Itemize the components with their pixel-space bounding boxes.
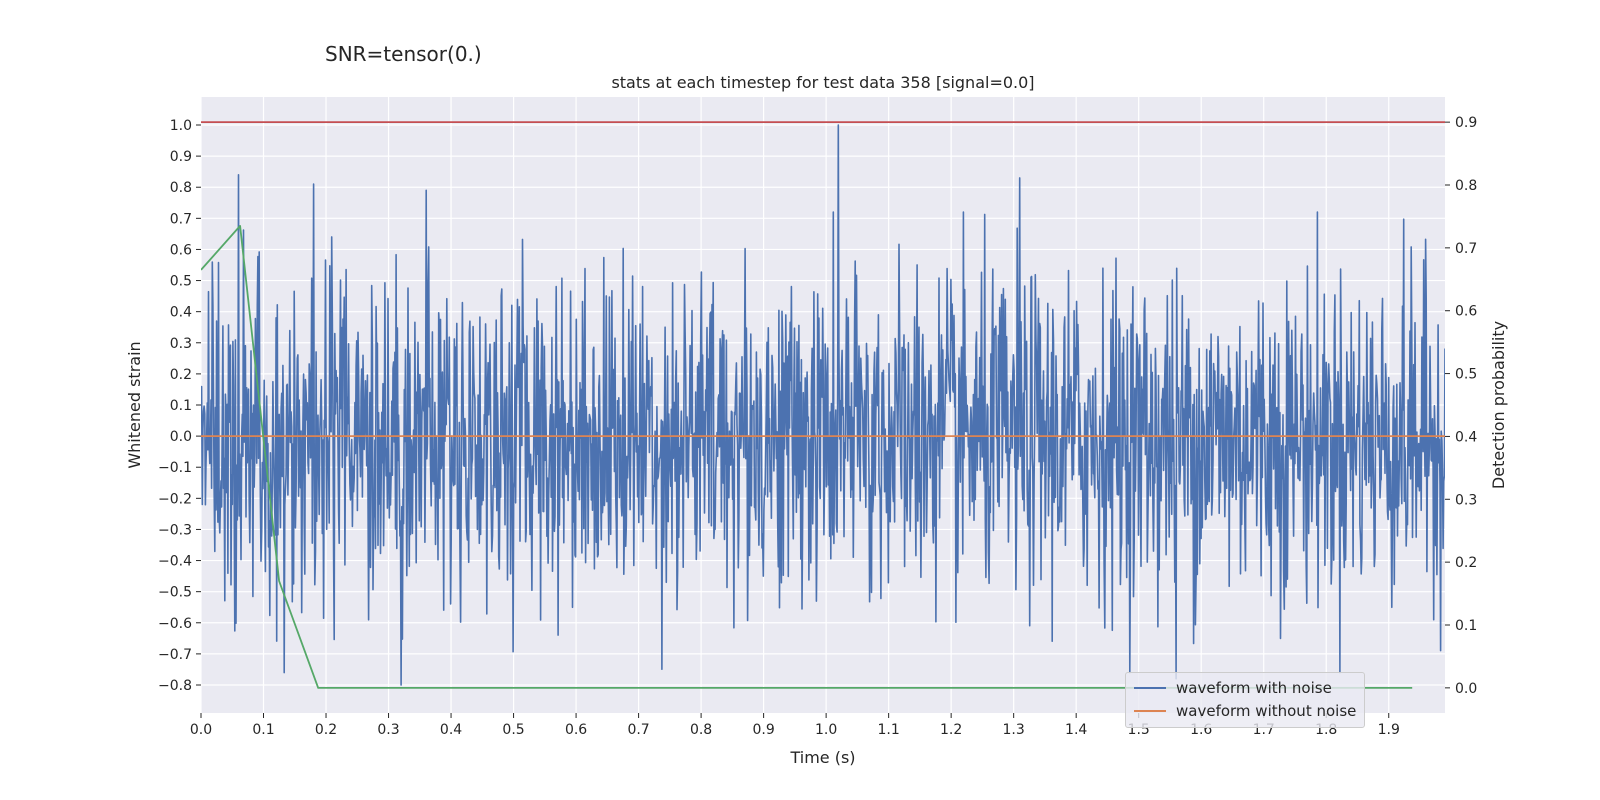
x-tick-label: 1.2 (940, 722, 962, 738)
y2-tick-label: 0.4 (1455, 429, 1477, 445)
y2-tick-label: 0.1 (1455, 618, 1477, 634)
x-tick-label: 0.9 (752, 722, 774, 738)
x-tick-label: 0.7 (627, 722, 649, 738)
series-layer (201, 121, 1445, 689)
y2-tick-label: 0.2 (1455, 555, 1477, 571)
y-tick-label: −0.4 (158, 554, 192, 570)
x-tick-label: 0.2 (315, 722, 337, 738)
x-tick-label: 1.0 (815, 722, 837, 738)
x-tick-label: 0.8 (690, 722, 712, 738)
series-waveform-with-noise (201, 124, 1445, 686)
y-tick-label: 0.6 (170, 242, 192, 258)
y-tick-label: 0.0 (170, 429, 192, 445)
y-tick-label: −0.2 (158, 491, 192, 507)
x-tick-label: 0.0 (190, 722, 212, 738)
y2-tick-label: 0.8 (1455, 178, 1477, 194)
ticks: 0.0 0.1 0.2 0.3 0.4 0.5 0.6 0.7 0.8 0.9 1.0 1.1 1.2 1… (158, 115, 1477, 738)
series-group (201, 121, 1445, 689)
y-tick-label: 0.7 (170, 211, 192, 227)
x-tick-label: 0.6 (565, 722, 587, 738)
y-tick-label: 0.3 (170, 336, 192, 352)
y-tick-label: 0.2 (170, 367, 192, 383)
y-tick-label: −0.5 (158, 585, 192, 601)
x-axis-label: Time (s) (789, 748, 855, 767)
legend-entry-clean: waveform without noise (1134, 700, 1356, 722)
x-tick-label: 0.5 (502, 722, 524, 738)
y-tick-label: 0.5 (170, 274, 192, 290)
y-tick-label: −0.8 (158, 678, 192, 694)
y-tick-label: 0.4 (170, 305, 192, 321)
y2-axis-label: Detection probability (1489, 321, 1508, 489)
x-tick-label: 1.1 (878, 722, 900, 738)
legend-label-noise: waveform with noise (1176, 679, 1332, 697)
y-tick-label: −0.6 (158, 616, 192, 632)
x-tick-label: 0.4 (440, 722, 462, 738)
y2-tick-label: 0.5 (1455, 367, 1477, 383)
suptitle: SNR=tensor(0.) (325, 42, 482, 66)
x-tick-label: 0.3 (377, 722, 399, 738)
y-axis-label: Whitened strain (125, 341, 144, 468)
x-tick-label: 0.1 (252, 722, 274, 738)
legend-label-clean: waveform without noise (1176, 702, 1357, 720)
y-tick-label: 0.8 (170, 180, 192, 196)
y2-tick-label: 0.9 (1455, 115, 1477, 131)
legend-swatch-clean (1134, 710, 1166, 712)
y-tick-label: 1.0 (170, 118, 192, 134)
legend-swatch-noise (1134, 687, 1166, 689)
x-tick-label: 1.3 (1003, 722, 1025, 738)
y-tick-label: −0.3 (158, 522, 192, 538)
series-detection-probability (201, 225, 1413, 689)
y2-tick-label: 0.3 (1455, 492, 1477, 508)
chart-title: stats at each timestep for test data 358… (611, 73, 1034, 92)
y2-tick-label: 0.0 (1455, 681, 1477, 697)
x-tick-label: 1.9 (1378, 722, 1400, 738)
legend: waveform with noise waveform without noi… (1125, 672, 1365, 728)
legend-entry-noise: waveform with noise (1134, 677, 1332, 699)
y2-tick-label: 0.6 (1455, 304, 1477, 320)
y-tick-label: −0.7 (158, 647, 192, 663)
x-tick-label: 1.4 (1065, 722, 1087, 738)
y-tick-label: −0.1 (158, 460, 192, 476)
y-tick-label: 0.1 (170, 398, 192, 414)
y2-tick-label: 0.7 (1455, 241, 1477, 257)
y-tick-label: 0.9 (170, 149, 192, 165)
